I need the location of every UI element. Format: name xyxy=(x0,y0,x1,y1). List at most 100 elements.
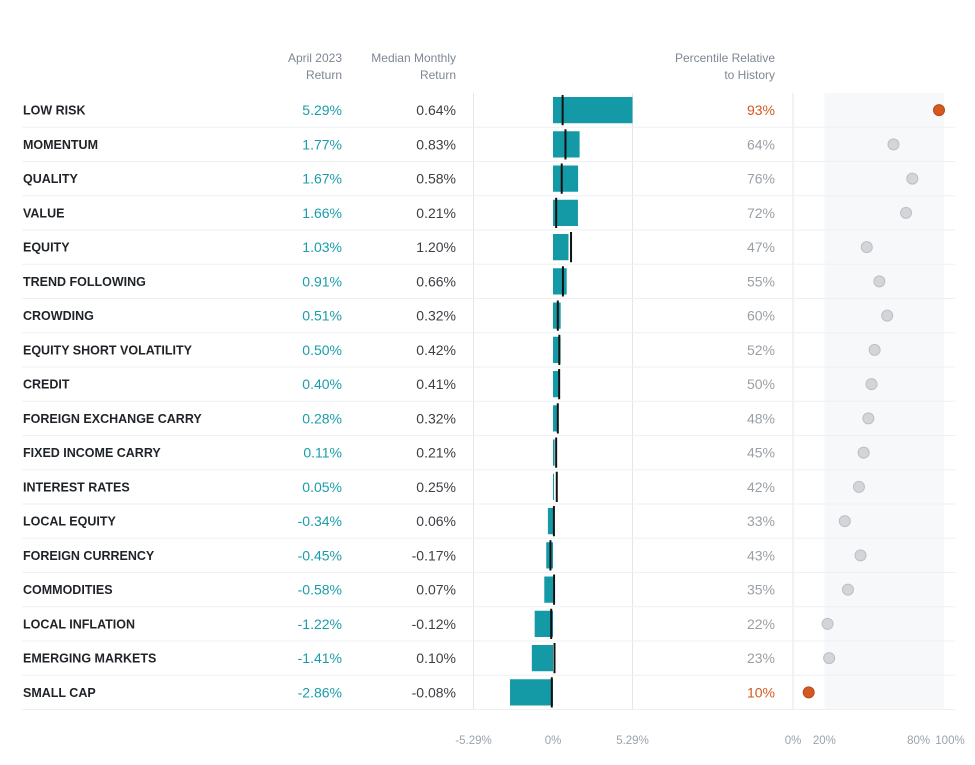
factor-label: COMMODITIES xyxy=(23,583,113,597)
return-column-header: April 2023 Return xyxy=(250,50,342,84)
median-value: 0.21% xyxy=(416,205,456,221)
percentile-value: 42% xyxy=(747,479,775,495)
percentile-axis-tick: 100% xyxy=(935,735,964,747)
percentile-axis-tick: 20% xyxy=(813,735,836,747)
return-bar xyxy=(553,439,555,466)
return-bar xyxy=(547,508,553,535)
percentile-dot xyxy=(865,378,878,391)
return-bar xyxy=(553,165,579,192)
percentile-dot xyxy=(821,617,834,630)
percentile-dot xyxy=(933,104,946,117)
percentile-value: 22% xyxy=(747,616,775,632)
return-bar xyxy=(531,645,553,672)
return-value: 0.40% xyxy=(302,376,342,392)
percentile-dot xyxy=(854,549,867,562)
percentile-header-line1: Percentile Relative xyxy=(674,51,775,65)
return-value: -2.86% xyxy=(298,684,342,700)
median-header-line1: Median Monthly xyxy=(371,51,456,65)
percentile-dot xyxy=(838,515,851,528)
return-bar xyxy=(553,405,558,432)
percentile-value: 35% xyxy=(747,582,775,598)
return-value: 0.05% xyxy=(302,479,342,495)
percentile-value: 10% xyxy=(747,684,775,700)
median-column-header: Median Monthly Return xyxy=(340,50,456,84)
factor-label: LOW RISK xyxy=(23,104,86,118)
factor-label: TREND FOLLOWING xyxy=(23,275,146,289)
factor-label: SMALL CAP xyxy=(23,686,96,700)
median-value: 0.25% xyxy=(416,479,456,495)
factor-label: VALUE xyxy=(23,206,64,220)
median-header-line2: Return xyxy=(419,68,456,82)
factor-label: QUALITY xyxy=(23,172,79,186)
factor-label: INTEREST RATES xyxy=(23,480,130,494)
percentile-value: 64% xyxy=(747,136,775,152)
median-value: 0.42% xyxy=(416,342,456,358)
return-bar xyxy=(510,679,553,706)
median-value: 1.20% xyxy=(416,239,456,255)
return-value: 0.91% xyxy=(302,273,342,289)
return-bar xyxy=(544,576,553,603)
factor-label: EQUITY SHORT VOLATILITY xyxy=(23,343,193,357)
return-value: 0.51% xyxy=(302,308,342,324)
return-value: -0.34% xyxy=(298,513,342,529)
percentile-value: 45% xyxy=(747,445,775,461)
percentile-value: 33% xyxy=(747,513,775,529)
factor-label: EQUITY xyxy=(23,241,70,255)
median-value: -0.17% xyxy=(412,547,456,563)
return-value: -0.45% xyxy=(298,547,342,563)
return-value: 1.66% xyxy=(302,205,342,221)
return-value: 5.29% xyxy=(302,102,342,118)
return-bar xyxy=(553,199,578,226)
return-header-line1: April 2023 xyxy=(287,51,342,65)
return-value: 0.11% xyxy=(303,445,342,461)
median-value: 0.58% xyxy=(416,171,456,187)
return-value: -0.58% xyxy=(298,582,342,598)
percentile-dot xyxy=(841,583,854,596)
median-value: 0.32% xyxy=(416,308,456,324)
percentile-dot xyxy=(873,275,886,288)
median-value: 0.10% xyxy=(416,650,456,666)
median-value: 0.64% xyxy=(416,102,456,118)
return-bar xyxy=(553,97,633,124)
percentile-axis-tick: 80% xyxy=(907,735,930,747)
percentile-value: 23% xyxy=(747,650,775,666)
factor-label: FOREIGN CURRENCY xyxy=(23,549,155,563)
median-value: -0.12% xyxy=(412,616,456,632)
percentile-dot xyxy=(860,241,873,254)
factor-label: FOREIGN EXCHANGE CARRY xyxy=(23,412,202,426)
percentile-value: 52% xyxy=(747,342,775,358)
median-value: 0.83% xyxy=(416,136,456,152)
return-header-line2: Return xyxy=(305,68,342,82)
return-value: 0.50% xyxy=(302,342,342,358)
percentile-dot xyxy=(868,343,881,356)
bar-axis-tick: -5.29% xyxy=(455,735,491,747)
percentile-dot xyxy=(900,206,913,219)
median-value: -0.08% xyxy=(412,684,456,700)
percentile-value: 47% xyxy=(747,239,775,255)
percentile-dot xyxy=(862,412,875,425)
median-value: 0.07% xyxy=(416,582,456,598)
percentile-value: 48% xyxy=(747,410,775,426)
factor-label: CREDIT xyxy=(23,378,70,392)
percentile-value: 43% xyxy=(747,547,775,563)
median-value: 0.32% xyxy=(416,410,456,426)
factor-label: MOMENTUM xyxy=(23,138,98,152)
return-bar xyxy=(553,234,569,261)
return-value: 1.03% xyxy=(302,239,342,255)
return-value: 0.28% xyxy=(302,410,342,426)
return-bar xyxy=(553,371,560,398)
percentile-value: 76% xyxy=(747,171,775,187)
median-value: 0.06% xyxy=(416,513,456,529)
percentile-value: 55% xyxy=(747,273,775,289)
bar-axis-tick: 5.29% xyxy=(616,735,649,747)
percentile-dot xyxy=(857,446,870,459)
percentile-column-header: Percentile Relative to History xyxy=(640,50,775,84)
median-value: 0.66% xyxy=(416,273,456,289)
percentile-value: 93% xyxy=(747,102,775,118)
return-value: -1.22% xyxy=(298,616,342,632)
percentile-dot xyxy=(802,686,815,699)
percentile-header-line2: to History xyxy=(724,68,775,82)
return-bar xyxy=(553,473,554,500)
percentile-dot xyxy=(852,480,865,493)
